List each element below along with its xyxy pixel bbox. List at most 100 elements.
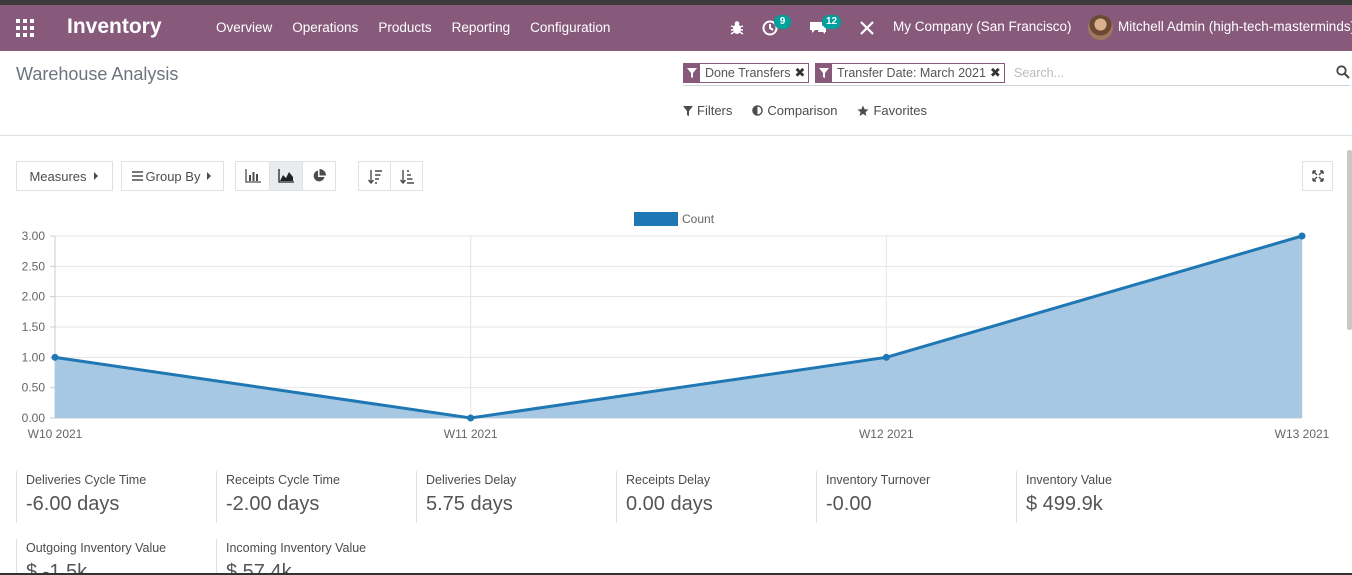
measures-button[interactable]: Measures	[16, 161, 113, 191]
kpi-label: Deliveries Delay	[426, 473, 517, 487]
bar-chart-icon	[244, 169, 261, 183]
kpi-label: Inventory Value	[1026, 473, 1112, 487]
y-tick-label: 3.00	[22, 229, 46, 243]
sort-ascending-button[interactable]	[390, 161, 423, 191]
half-circle-icon	[752, 105, 764, 116]
data-point[interactable]	[1298, 232, 1306, 240]
comparison-button[interactable]: Comparison	[752, 103, 837, 118]
menu-operations[interactable]: Operations	[292, 20, 359, 35]
x-tick-label: W11 2021	[444, 427, 498, 441]
kpi-value: $ 499.9k	[1026, 493, 1103, 515]
legend-swatch-count[interactable]	[634, 212, 678, 226]
kpi-label: Receipts Delay	[626, 473, 711, 487]
data-point[interactable]	[51, 353, 59, 361]
pie-chart-icon	[313, 169, 326, 182]
caret-right-icon	[93, 172, 98, 180]
x-tick-label: W13 2021	[1275, 427, 1330, 441]
debug-bug-icon[interactable]	[727, 18, 747, 38]
y-tick-label: 1.00	[22, 350, 46, 364]
bar-chart-button[interactable]	[235, 161, 270, 191]
data-point[interactable]	[882, 353, 890, 361]
menu-reporting[interactable]: Reporting	[451, 20, 511, 35]
graph-view: Count 0.00 0.50 1.00 1.50 2.00 2.50 3.00 W10 20…	[0, 200, 1352, 450]
apps-menu-icon[interactable]	[16, 19, 34, 37]
y-tick-label: 0.00	[22, 411, 46, 425]
menu-configuration[interactable]: Configuration	[530, 20, 611, 35]
page-title[interactable]: Warehouse Analysis	[16, 64, 179, 84]
kpi-label: Incoming Inventory Value	[226, 541, 367, 555]
window-bottom-edge	[0, 573, 1352, 575]
star-icon	[857, 105, 869, 116]
list-icon	[131, 171, 143, 181]
kpi-card[interactable]: Receipts Cycle Time -2.00 days	[216, 471, 414, 523]
user-menu[interactable]: Mitchell Admin (high-tech-masterminds)	[1118, 19, 1352, 34]
area-chart: 0.00 0.50 1.00 1.50 2.00 2.50 3.00 W10 2021 W11 …	[22, 229, 1330, 441]
sort-descending-button[interactable]	[358, 161, 391, 191]
top-menu: Overview Operations Products Reporting C…	[206, 5, 620, 51]
series-area-count	[55, 236, 1302, 418]
x-tick-label: W12 2021	[859, 427, 914, 441]
sort-descending-icon	[367, 169, 382, 184]
kpi-label: Outgoing Inventory Value	[26, 541, 167, 555]
company-switcher[interactable]: My Company (San Francisco)	[893, 19, 1072, 34]
funnel-icon	[683, 105, 693, 116]
group-by-label: Group By	[145, 168, 201, 184]
search-options: Filters Comparison Favorites	[683, 103, 947, 118]
kpi-value: -6.00 days	[26, 493, 120, 515]
sort-ascending-icon	[399, 169, 414, 184]
expand-icon	[1311, 170, 1324, 182]
app-title[interactable]: Inventory	[67, 15, 162, 38]
menu-overview[interactable]: Overview	[216, 20, 273, 35]
menu-products[interactable]: Products	[378, 20, 432, 35]
remove-facet-icon[interactable]: ✖	[794, 65, 806, 80]
y-tick-label: 2.00	[22, 290, 46, 304]
kpi-card[interactable]: Inventory Turnover -0.00	[816, 471, 1014, 523]
kpi-label: Inventory Turnover	[826, 473, 931, 487]
comparison-label: Comparison	[767, 103, 838, 118]
kpi-card[interactable]: Deliveries Cycle Time -6.00 days	[16, 471, 214, 523]
kpi-card[interactable]: Receipts Delay 0.00 days	[616, 471, 814, 523]
kpi-value: 0.00 days	[626, 493, 713, 515]
filters-button[interactable]: Filters	[683, 103, 732, 118]
kpi-card[interactable]: Deliveries Delay 5.75 days	[416, 471, 614, 523]
x-tick-label: W10 2021	[28, 427, 83, 441]
remove-facet-icon[interactable]: ✖	[989, 65, 1001, 80]
kpi-label: Receipts Cycle Time	[226, 473, 340, 487]
search-facet-done-transfers: Done Transfers ✖	[683, 63, 810, 83]
y-tick-label: 0.50	[22, 381, 46, 395]
kpi-value: -0.00	[826, 493, 872, 515]
filters-label: Filters	[697, 103, 733, 118]
kpi-value: $ 57.4k	[226, 561, 292, 575]
search-facet-transfer-date: Transfer Date: March 2021 ✖	[815, 63, 1005, 83]
main-navbar: Inventory Overview Operations Products R…	[0, 5, 1352, 51]
legend-label-count[interactable]: Count	[682, 212, 715, 226]
pie-chart-button[interactable]	[302, 161, 336, 191]
line-chart-button[interactable]	[269, 161, 303, 191]
y-tick-label: 1.50	[22, 320, 46, 334]
kpi-label: Deliveries Cycle Time	[26, 473, 147, 487]
data-point[interactable]	[467, 414, 475, 422]
kpi-value: -2.00 days	[226, 493, 320, 515]
favorites-button[interactable]: Favorites	[857, 103, 927, 118]
search-icon[interactable]	[1336, 65, 1350, 79]
facet-label: Transfer Date: March 2021	[837, 66, 986, 80]
tools-icon[interactable]	[857, 18, 877, 38]
filter-funnel-icon	[684, 64, 700, 82]
kpi-card[interactable]: Incoming Inventory Value $ 57.4k	[216, 539, 414, 575]
kpi-card[interactable]: Outgoing Inventory Value $ -1.5k	[16, 539, 214, 575]
y-tick-label: 2.50	[22, 259, 46, 273]
kpi-value: $ -1.5k	[26, 561, 88, 575]
vertical-scrollbar[interactable]	[1347, 150, 1352, 330]
user-avatar[interactable]	[1088, 15, 1113, 40]
group-by-button[interactable]: Group By	[121, 161, 224, 191]
activities-badge: 9	[774, 15, 791, 29]
kpi-value: 5.75 days	[426, 493, 513, 515]
favorites-label: Favorites	[873, 103, 927, 118]
caret-right-icon	[207, 172, 212, 180]
search-input[interactable]	[1014, 63, 1314, 83]
window-top-edge	[0, 0, 1352, 5]
control-panel: Warehouse Analysis Done Transfers ✖ Tran…	[0, 51, 1352, 136]
fullscreen-button[interactable]	[1302, 161, 1333, 191]
search-bar: Done Transfers ✖ Transfer Date: March 20…	[683, 62, 1350, 86]
kpi-card[interactable]: Inventory Value $ 499.9k	[1016, 471, 1214, 523]
